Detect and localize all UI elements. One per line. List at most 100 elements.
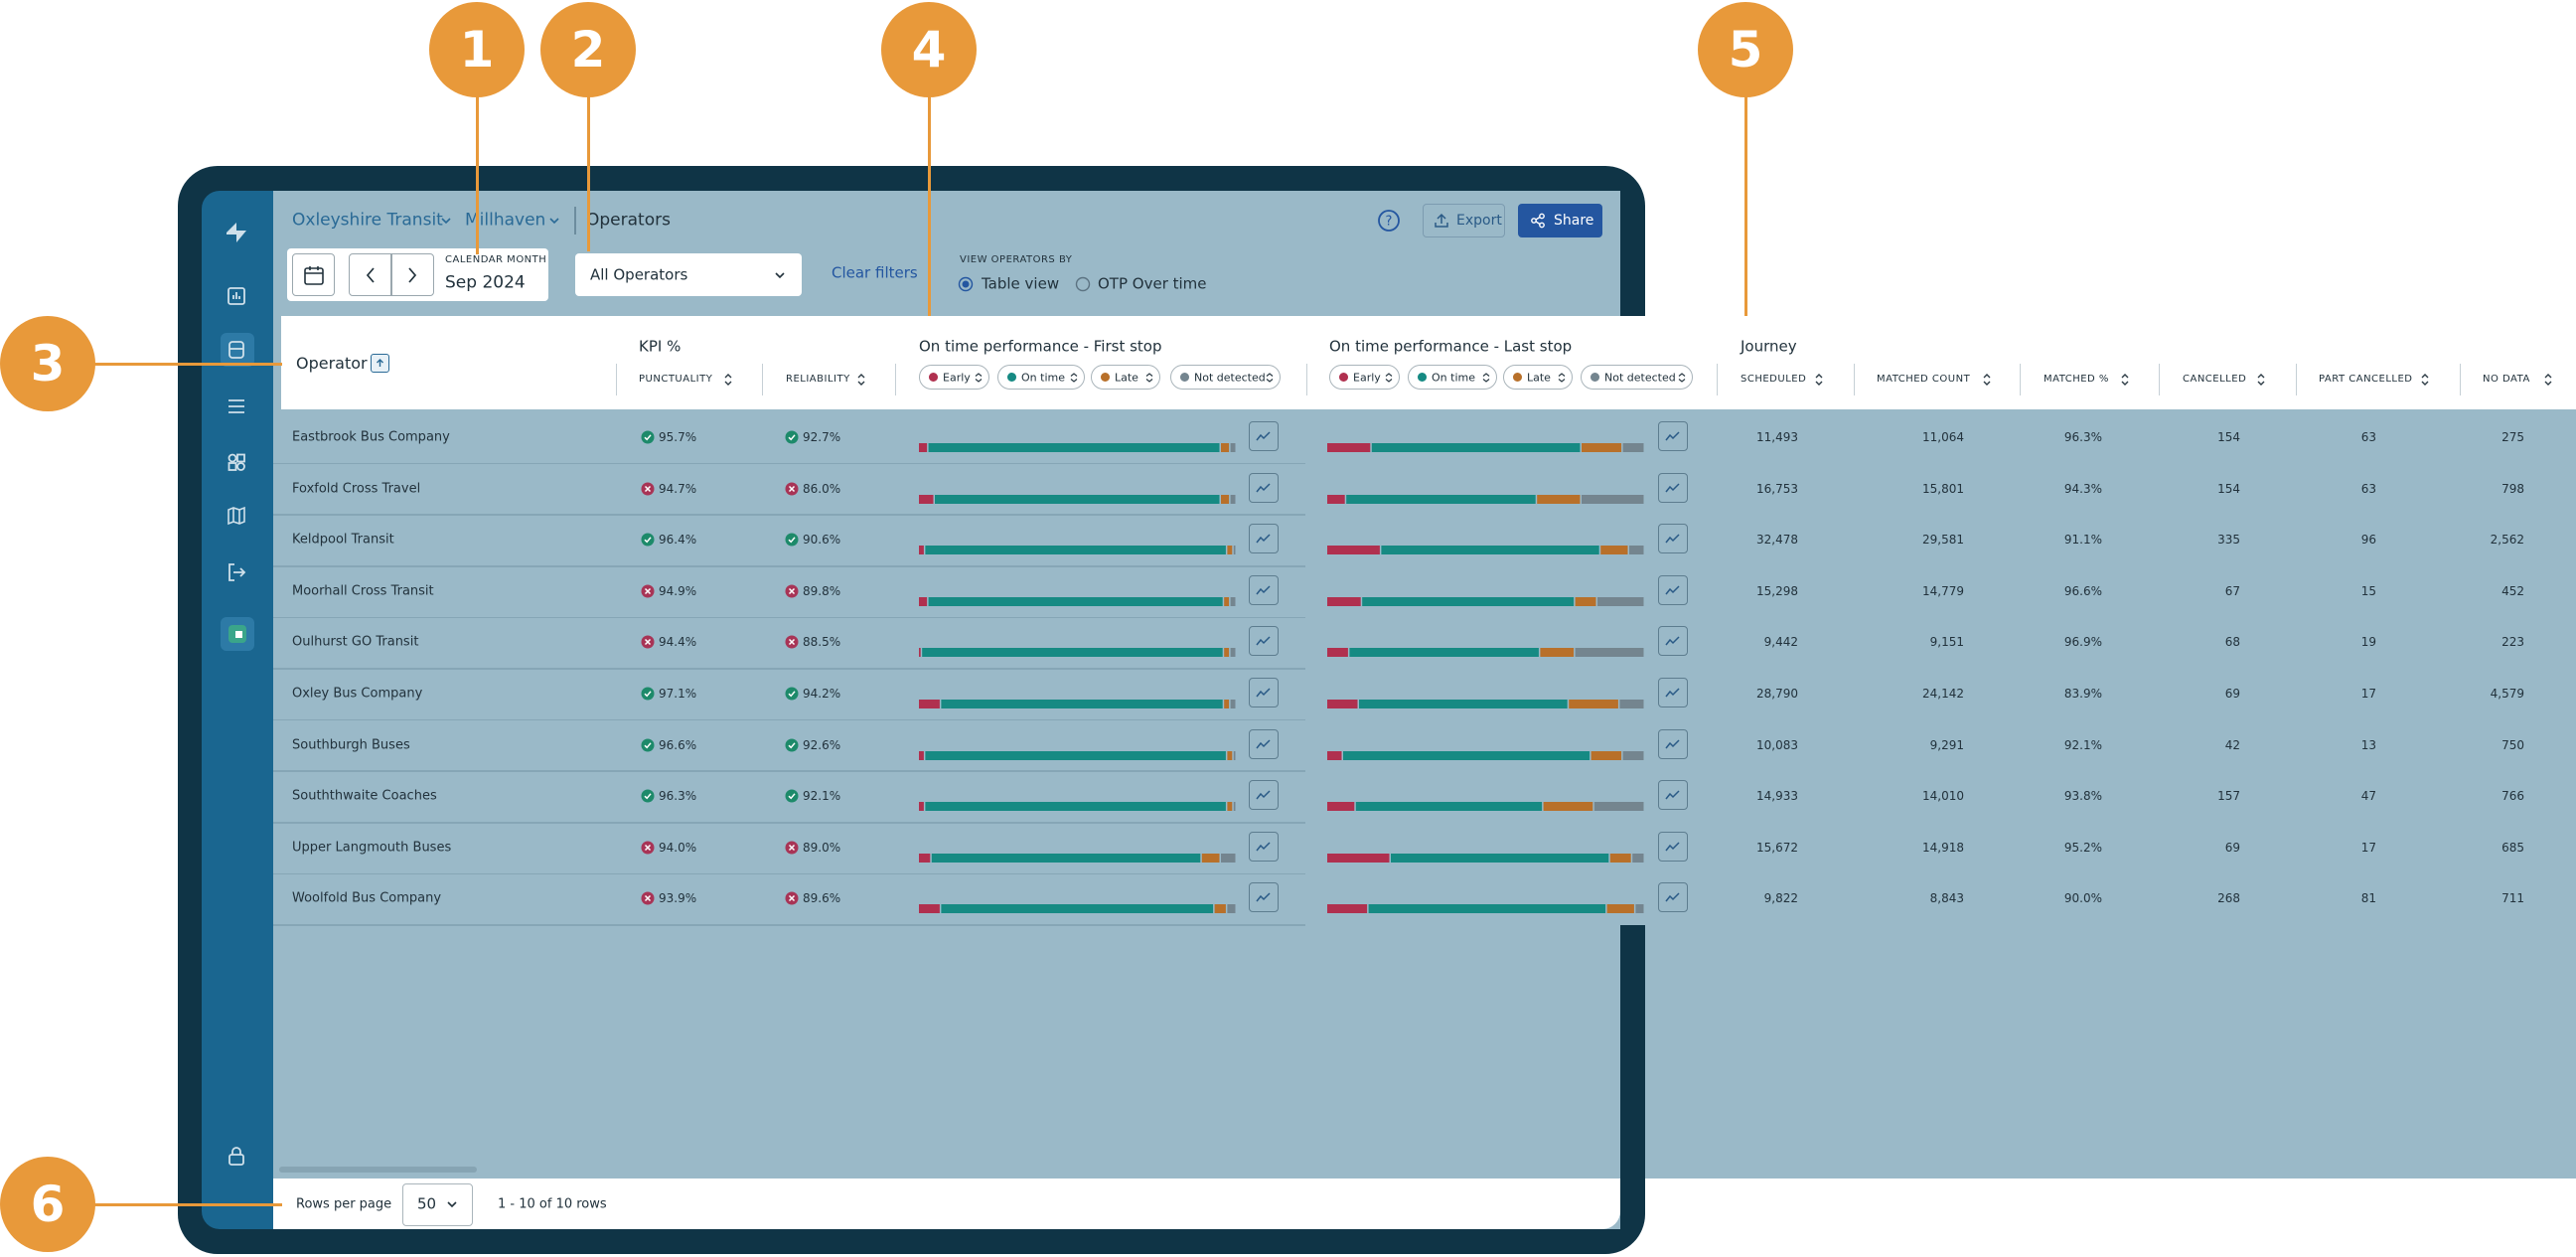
sort-icon-part	[1815, 374, 1823, 379]
trend-button[interactable]	[1658, 472, 1688, 503]
operator-filter[interactable]	[575, 253, 802, 296]
cell-punctuality: 96.4%	[659, 533, 697, 548]
view-option[interactable]: OTP Over time	[1098, 274, 1207, 293]
trend-button[interactable]	[1249, 678, 1279, 707]
otp-bar-segment	[1635, 904, 1644, 914]
trend-button[interactable]	[1658, 421, 1688, 451]
sidebar-icon[interactable]	[225, 560, 248, 584]
trend-button[interactable]	[1658, 678, 1688, 707]
cell-cancelled: 42	[2224, 737, 2240, 752]
trend-button[interactable]	[1249, 574, 1279, 605]
chevron-down	[441, 218, 451, 225]
sidebar-icon[interactable]	[225, 394, 248, 418]
chevron-down-part	[441, 218, 451, 225]
export-label[interactable]: Export	[1456, 213, 1502, 229]
share-icon-part	[1539, 213, 1545, 220]
sort-icon[interactable]	[2543, 372, 2553, 388]
otp-chip-label[interactable]: On time	[1432, 371, 1475, 385]
header-column: PART CANCELLED	[2319, 374, 2413, 385]
trend-button[interactable]	[1658, 626, 1688, 657]
trend-button[interactable]	[1249, 728, 1279, 759]
sidebar-icon[interactable]	[225, 1144, 248, 1168]
trend-button[interactable]	[1658, 780, 1688, 811]
trend-button[interactable]	[1658, 524, 1688, 554]
previous-month[interactable]	[364, 266, 378, 284]
clear-filters[interactable]: Clear filters	[832, 263, 918, 282]
sort-icon[interactable]	[975, 372, 983, 384]
breadcrumb-region[interactable]: Millhaven	[465, 210, 546, 231]
otp-chip-label[interactable]: Late	[1527, 371, 1551, 385]
trend-button[interactable]	[1249, 421, 1279, 451]
export-button[interactable]	[1423, 204, 1505, 237]
cell-no-data: 4,579	[2490, 687, 2524, 701]
cell-operator[interactable]: Woolfold Bus Company	[292, 890, 442, 906]
otp-chip-label[interactable]: Not detected	[1604, 371, 1676, 385]
trend-icon	[1256, 688, 1271, 698]
otp-bar	[1327, 802, 1644, 812]
cell-operator[interactable]: Eastbrook Bus Company	[292, 429, 450, 445]
trend-button[interactable]	[1658, 831, 1688, 862]
trend-button[interactable]	[1249, 831, 1279, 862]
cell-operator[interactable]: Foxfold Cross Travel	[292, 481, 421, 497]
cell-operator[interactable]: Keldpool Transit	[292, 532, 394, 548]
trend-button[interactable]	[1249, 626, 1279, 657]
sidebar-icon[interactable]	[225, 284, 248, 308]
trend-button[interactable]	[1249, 882, 1279, 913]
calendar-button[interactable]	[292, 253, 335, 296]
sort-icon-part	[2544, 374, 2552, 379]
sidebar-icon[interactable]	[225, 504, 248, 528]
sort-icon[interactable]	[2256, 372, 2266, 388]
sort-icon[interactable]	[1070, 372, 1078, 384]
trend-button[interactable]	[1658, 574, 1688, 605]
off-target-icon	[641, 584, 655, 598]
sidebar-icon[interactable]	[225, 338, 248, 362]
otp-chip-label[interactable]: On time	[1021, 371, 1065, 385]
share-label[interactable]: Share	[1554, 213, 1594, 229]
radio-button[interactable]	[958, 276, 974, 292]
radio-button[interactable]	[1075, 276, 1091, 292]
trend-button[interactable]	[1658, 728, 1688, 759]
sort-icon[interactable]	[2420, 372, 2430, 388]
trend-button[interactable]	[1249, 524, 1279, 554]
next-month[interactable]	[405, 266, 419, 284]
cell-operator[interactable]: Southburgh Buses	[292, 737, 410, 753]
sort-icon[interactable]	[1145, 372, 1153, 384]
cell-operator[interactable]: Oxley Bus Company	[292, 686, 423, 702]
sort-icon[interactable]	[723, 372, 733, 388]
row-divider	[273, 565, 1305, 567]
cell-operator[interactable]: Upper Langmouth Buses	[292, 840, 452, 856]
sidebar-icon[interactable]	[225, 450, 248, 474]
sort-icon[interactable]	[1482, 372, 1490, 384]
trend-icon-part	[1256, 534, 1271, 544]
help-icon[interactable]: ?	[1377, 209, 1401, 233]
trend-button[interactable]	[1249, 472, 1279, 503]
sort-icon[interactable]	[1814, 372, 1824, 388]
header-separator	[1854, 364, 1855, 395]
view-option[interactable]: Table view	[982, 274, 1060, 293]
trend-button[interactable]	[1658, 882, 1688, 913]
sort-icon[interactable]	[1558, 372, 1566, 384]
sort-icon[interactable]	[1678, 372, 1686, 384]
sort-icon[interactable]	[1385, 372, 1393, 384]
cell-operator[interactable]: Moorhall Cross Transit	[292, 583, 434, 599]
sort-icon[interactable]	[1982, 372, 1992, 388]
logo[interactable]	[223, 219, 250, 246]
sort-icon[interactable]	[2120, 372, 2130, 388]
otp-bar-segment	[1371, 443, 1581, 452]
cell-matched-count: 24,142	[1922, 687, 1964, 701]
cell-operator[interactable]: Souththwaite Coaches	[292, 788, 437, 804]
header-column: PUNCTUALITY	[639, 374, 713, 385]
rows-per-page-select[interactable]	[402, 1183, 473, 1226]
breadcrumb-organisation[interactable]: Oxleyshire Transit	[292, 210, 443, 231]
rows-per-page-value[interactable]: 50	[417, 1194, 437, 1213]
operator-filter-value[interactable]: All Operators	[590, 265, 688, 284]
otp-chip-label[interactable]: Not detected	[1194, 371, 1266, 385]
callout-number: 4	[911, 21, 947, 79]
cell-operator[interactable]: Oulhurst GO Transit	[292, 634, 419, 650]
otp-chip-label[interactable]: Early	[1353, 371, 1381, 385]
otp-chip-label[interactable]: Early	[943, 371, 971, 385]
trend-button[interactable]	[1249, 780, 1279, 811]
sort-icon[interactable]	[1266, 372, 1274, 384]
otp-chip-label[interactable]: Late	[1115, 371, 1138, 385]
sort-icon[interactable]	[856, 372, 866, 388]
